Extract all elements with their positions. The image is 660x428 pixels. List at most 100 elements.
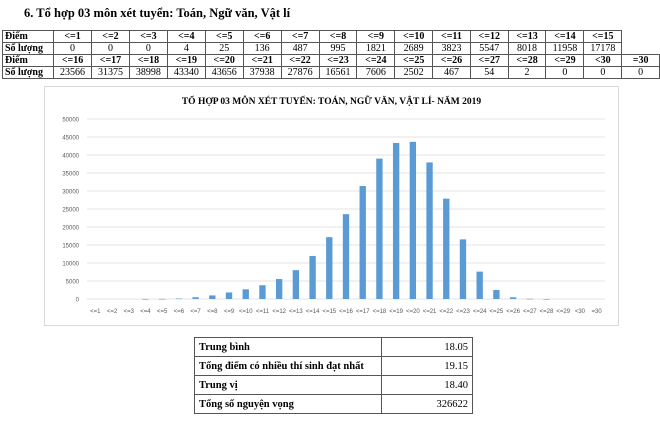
score-header-cell: <30 bbox=[583, 54, 623, 67]
score-header-cell: <=14 bbox=[545, 30, 585, 43]
score-header-cell: <=3 bbox=[128, 30, 168, 43]
count-cell: 16561 bbox=[318, 66, 358, 79]
score-header-cell: <=13 bbox=[507, 30, 547, 43]
x-tick-label: <=21 bbox=[423, 309, 437, 315]
x-tick-label: <=14 bbox=[306, 309, 320, 315]
count-cell: 5547 bbox=[469, 42, 509, 55]
score-header-cell: <=22 bbox=[280, 54, 320, 67]
count-cell: 27876 bbox=[280, 66, 320, 79]
y-tick-label: 35000 bbox=[62, 172, 79, 178]
stat-label: Trung bình bbox=[194, 337, 382, 357]
count-cell: 995 bbox=[318, 42, 358, 55]
bar bbox=[225, 292, 233, 299]
table-row: Điểm <=16 <=17 <=18 <=19 <=20 <=21 <=22 <=23 <=24… bbox=[1, 54, 660, 67]
bar bbox=[159, 298, 166, 300]
bar bbox=[409, 141, 417, 299]
score-header-cell: <=12 bbox=[469, 30, 509, 43]
bar bbox=[392, 142, 400, 299]
score-header-cell: <=27 bbox=[469, 54, 509, 67]
count-cell: 0 bbox=[53, 42, 93, 55]
x-tick-label: <=19 bbox=[389, 309, 403, 315]
bar bbox=[476, 271, 483, 299]
score-header-cell: <=19 bbox=[166, 54, 206, 67]
count-cell: 43340 bbox=[166, 66, 206, 79]
empty-cell bbox=[622, 31, 660, 43]
y-tick-label: 15000 bbox=[62, 244, 79, 250]
y-tick-label: 0 bbox=[76, 298, 80, 304]
stat-value: 326622 bbox=[381, 394, 473, 414]
score-header-cell: <=15 bbox=[583, 30, 623, 43]
count-cell: 7606 bbox=[356, 66, 396, 79]
x-tick-label: <=2 bbox=[107, 309, 118, 315]
score-header-cell: <=28 bbox=[507, 54, 547, 67]
stat-label: Trung vị bbox=[194, 375, 382, 395]
score-header-cell: <=23 bbox=[318, 54, 358, 67]
x-tick-label: <=6 bbox=[174, 309, 185, 315]
x-tick-label: <=24 bbox=[473, 309, 487, 315]
bar bbox=[292, 270, 300, 299]
score-header-cell: <=26 bbox=[432, 54, 471, 67]
count-cell: 31375 bbox=[91, 66, 130, 79]
x-tick-label: <=27 bbox=[523, 309, 537, 315]
score-header-cell: <=5 bbox=[204, 30, 244, 43]
x-tick-label: <=13 bbox=[289, 309, 303, 315]
bar bbox=[275, 279, 283, 299]
y-tick-label: 25000 bbox=[62, 208, 79, 214]
count-cell: 467 bbox=[432, 66, 471, 79]
chart-plot-area: 0 5000 10000 15000 20000 25000 30000 35000 40000… bbox=[62, 118, 605, 315]
x-tick-label: <=5 bbox=[157, 309, 168, 315]
count-cell: 2502 bbox=[394, 66, 434, 79]
count-cell: 0 bbox=[545, 66, 585, 79]
bar bbox=[142, 298, 149, 300]
score-header-cell: <=10 bbox=[394, 30, 434, 43]
count-cell: 43656 bbox=[204, 66, 244, 79]
x-tick-label: <=17 bbox=[356, 309, 370, 315]
x-tick-label: <=29 bbox=[556, 309, 570, 315]
bar bbox=[359, 186, 366, 299]
bar bbox=[309, 255, 316, 299]
score-header-cell: <=1 bbox=[53, 30, 93, 43]
score-header-cell: <=21 bbox=[242, 54, 282, 67]
bar bbox=[192, 297, 199, 299]
stats-row: Tổng số nguyện vọng 326622 bbox=[194, 394, 473, 414]
count-cell: 2 bbox=[507, 66, 547, 79]
score-header-cell: <=8 bbox=[318, 30, 358, 43]
count-cell: 1821 bbox=[356, 42, 396, 55]
statistics-table: Trung bình 18.05 Tổng điểm có nhiều thí si… bbox=[194, 337, 473, 414]
bar bbox=[426, 162, 433, 299]
x-tick-label: <=1 bbox=[90, 309, 101, 315]
stats-row: Trung vị 18.40 bbox=[194, 375, 473, 395]
count-cell: 0 bbox=[583, 66, 623, 79]
x-tick-label: <=15 bbox=[322, 309, 336, 315]
stats-row: Tổng điểm có nhiều thí sinh đạt nhất 19.1… bbox=[194, 356, 473, 376]
section-heading: 6. Tổ hợp 03 môn xét tuyển: Toán, Ngữ vă… bbox=[24, 6, 291, 20]
row-label: Điểm bbox=[1, 54, 55, 67]
x-tick-label: <=20 bbox=[406, 309, 420, 315]
score-header-cell: <=24 bbox=[356, 54, 396, 67]
score-header-cell: <=4 bbox=[166, 30, 206, 43]
count-cell: 4 bbox=[166, 42, 206, 55]
score-header-cell: <=16 bbox=[53, 54, 93, 67]
score-header-cell: <=7 bbox=[280, 30, 320, 43]
bar bbox=[259, 285, 266, 299]
count-cell: 2689 bbox=[394, 42, 434, 55]
count-cell: 8018 bbox=[507, 42, 547, 55]
count-cell: 0 bbox=[91, 42, 130, 55]
score-header-cell: <=29 bbox=[545, 54, 585, 67]
stat-value: 19.15 bbox=[381, 356, 473, 376]
chart-title: TỔ HỢP 03 MÔN XÉT TUYỂN: TOÁN, NGỮ VĂN, … bbox=[181, 97, 482, 107]
count-cell: 3823 bbox=[432, 42, 471, 55]
bar bbox=[459, 239, 467, 299]
x-tick-label: <=23 bbox=[456, 309, 470, 315]
score-header-cell: <=2 bbox=[91, 30, 130, 43]
x-tick-label: <=26 bbox=[506, 309, 520, 315]
bar bbox=[342, 214, 350, 299]
bar bbox=[376, 158, 383, 299]
y-tick-label: 30000 bbox=[62, 190, 79, 196]
x-tick-label: <=7 bbox=[190, 309, 201, 315]
x-tick-label: <=10 bbox=[239, 309, 253, 315]
score-header-cell: <=17 bbox=[91, 54, 130, 67]
bar bbox=[209, 295, 216, 299]
y-tick-label: 40000 bbox=[62, 154, 79, 160]
count-cell: 37938 bbox=[242, 66, 282, 79]
